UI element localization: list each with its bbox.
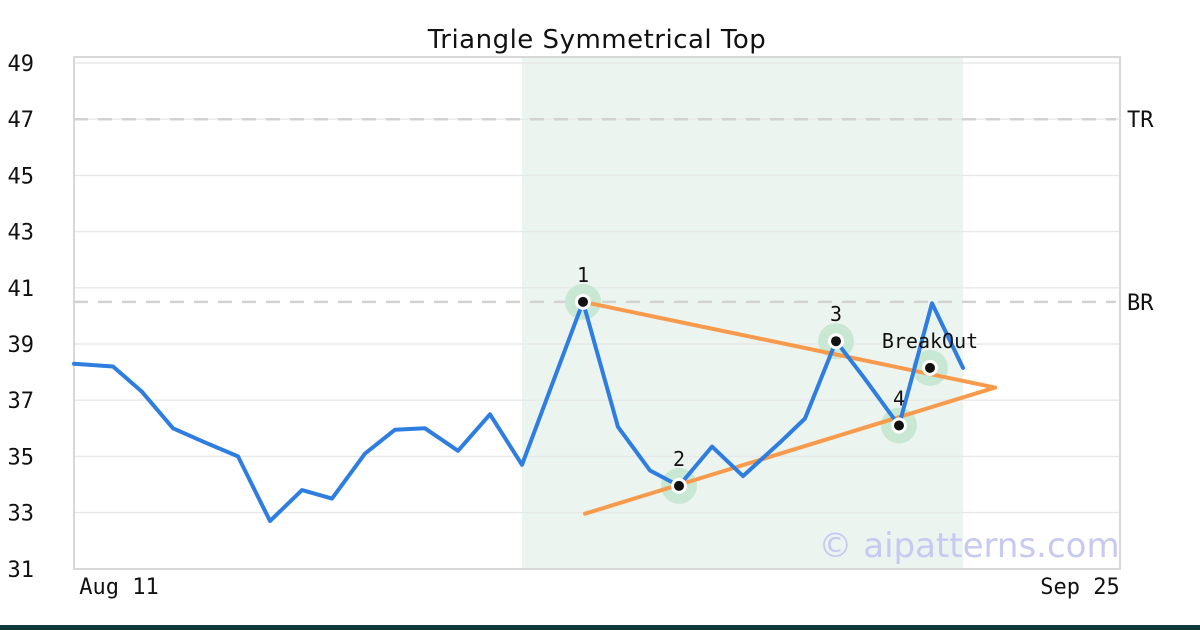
y-tick-label: 31 <box>8 558 35 583</box>
marker-label-1: 1 <box>577 263 589 287</box>
marker-label-4: 4 <box>893 386 905 410</box>
plot-border <box>73 56 1121 570</box>
price-line <box>72 299 965 523</box>
marker-dot-1 <box>578 296 588 307</box>
marker-label-3: 3 <box>830 302 842 326</box>
y-tick-label: 41 <box>8 277 35 302</box>
y-tick-label: 37 <box>8 389 35 414</box>
bottom-bar <box>0 625 1200 630</box>
y-tick-label: 35 <box>8 445 35 470</box>
y-tick-label: 33 <box>8 502 35 527</box>
marker-label-breakout: BreakOut <box>882 329 978 353</box>
level-label-tr: TR <box>1127 108 1154 133</box>
y-tick-label: 47 <box>8 108 35 133</box>
x-tick-label: Sep 25 <box>1040 575 1119 600</box>
y-tick-label: 49 <box>8 52 35 77</box>
marker-label-2: 2 <box>673 447 685 471</box>
y-tick-label: 43 <box>8 221 35 246</box>
marker-dot-3 <box>831 336 841 347</box>
marker-dot-breakout <box>925 362 935 373</box>
trendline-lower <box>583 385 997 516</box>
watermark: © aipatterns.com <box>818 526 1119 566</box>
chart-title: Triangle Symmetrical Top <box>427 25 767 55</box>
level-label-br: BR <box>1127 291 1154 316</box>
marker-dot-4 <box>894 420 904 431</box>
y-tick-label: 39 <box>8 333 35 358</box>
marker-dot-2 <box>674 480 684 491</box>
y-tick-label: 45 <box>8 164 35 189</box>
x-tick-label: Aug 11 <box>79 575 158 600</box>
